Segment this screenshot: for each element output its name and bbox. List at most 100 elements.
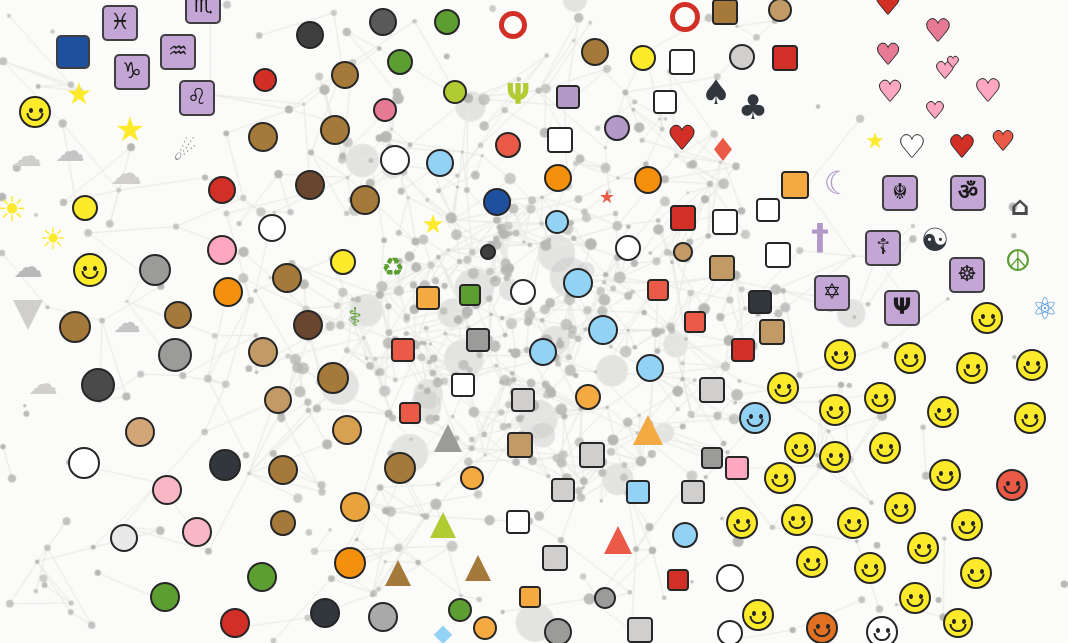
yawning-face-emoji[interactable] — [819, 441, 851, 473]
pink-heart-emoji[interactable]: ♥ — [877, 75, 903, 108]
soccer-ball-emoji[interactable] — [510, 279, 536, 305]
dog-emoji[interactable] — [334, 547, 366, 579]
angry-face-emoji[interactable] — [806, 612, 838, 643]
lying-face-emoji[interactable] — [907, 532, 939, 564]
synagogue-emoji[interactable] — [759, 319, 785, 345]
school-emoji[interactable] — [507, 432, 533, 458]
cold-face-emoji[interactable] — [739, 402, 771, 434]
zany-face-emoji[interactable] — [927, 396, 959, 428]
baby-chick-emoji[interactable] — [72, 195, 98, 221]
om-emoji[interactable]: ॐ — [950, 175, 986, 211]
hot-face-emoji[interactable] — [996, 469, 1028, 501]
water-buffalo-emoji[interactable] — [209, 449, 241, 481]
grasshopper-emoji[interactable] — [387, 49, 413, 75]
parrot-emoji[interactable] — [208, 176, 236, 204]
wheel-of-dharma-emoji[interactable]: ☸ — [949, 257, 985, 293]
partying-face-emoji[interactable] — [884, 492, 916, 524]
globe-europe-africa-emoji[interactable] — [563, 268, 593, 298]
tears-of-joy-face-emoji[interactable] — [819, 394, 851, 426]
sparkler-emoji[interactable]: ★ — [598, 187, 616, 208]
bison-emoji[interactable] — [293, 310, 323, 340]
milky-way-tile-emoji[interactable] — [56, 35, 90, 69]
hatching-chick-emoji[interactable] — [330, 249, 356, 275]
rooster-emoji[interactable] — [272, 263, 302, 293]
panda-emoji[interactable] — [68, 447, 100, 479]
hugging-face-emoji[interactable] — [1016, 349, 1048, 381]
volcano-emoji[interactable] — [465, 555, 491, 581]
sobbing-face-emoji[interactable] — [784, 432, 816, 464]
club-suit-emoji[interactable]: ♣ — [737, 88, 769, 128]
brick-emoji[interactable] — [667, 569, 689, 591]
beetle-emoji[interactable] — [434, 9, 460, 35]
small-heart-emoji[interactable]: ♥ — [946, 55, 960, 71]
two-hearts-emoji[interactable]: ♥ — [935, 59, 955, 84]
halo-face-emoji[interactable] — [824, 339, 856, 371]
money-mouth-face-emoji[interactable] — [854, 552, 886, 584]
atom-symbol-emoji[interactable]: ⚛ — [1031, 292, 1059, 327]
game-die-emoji[interactable] — [653, 90, 677, 114]
place-of-worship-emoji[interactable]: ⌂ — [1010, 192, 1030, 222]
star-emoji[interactable]: ★ — [114, 110, 146, 150]
heart-with-arrow-emoji[interactable]: ♥ — [974, 74, 1002, 109]
expressionless-face-emoji[interactable] — [929, 459, 961, 491]
smiling-face-with-hearts-emoji[interactable] — [764, 462, 796, 494]
pisces-emoji[interactable]: ♓ — [102, 5, 138, 41]
pig-emoji[interactable] — [152, 475, 182, 505]
heart-with-ribbon-emoji[interactable]: ♥ — [874, 0, 902, 22]
orthodox-cross-emoji[interactable]: ☦ — [865, 230, 901, 266]
wolf-emoji[interactable] — [544, 618, 572, 643]
tokyo-tower-emoji[interactable] — [604, 526, 632, 554]
melting-face-emoji[interactable] — [943, 608, 973, 638]
houses-emoji[interactable] — [647, 279, 669, 301]
snow-capped-mountain-emoji[interactable] — [434, 424, 462, 452]
star-struck-face-emoji[interactable] — [894, 342, 926, 374]
hedgehog-emoji[interactable] — [270, 510, 296, 536]
kaaba-emoji[interactable] — [748, 290, 772, 314]
church-emoji[interactable] — [765, 242, 791, 268]
turkey-emoji[interactable] — [320, 115, 350, 145]
cat-emoji[interactable] — [213, 277, 243, 307]
winking-face-emoji[interactable] — [956, 352, 988, 384]
clown-face-emoji[interactable] — [866, 616, 898, 643]
basketball-emoji[interactable] — [634, 166, 662, 194]
kissing-heart-face-emoji[interactable] — [1014, 402, 1046, 434]
eagle-emoji[interactable] — [350, 185, 380, 215]
wind-face-emoji[interactable]: ☁ — [55, 134, 85, 169]
cloud-with-rain-emoji[interactable]: ☁ — [113, 306, 141, 339]
heart-exclamation-emoji[interactable]: ♥ — [925, 99, 945, 124]
performing-arts-emoji[interactable] — [729, 44, 755, 70]
leopard-emoji[interactable] — [340, 492, 370, 522]
worm-emoji[interactable] — [373, 98, 397, 122]
trophy-emoji[interactable] — [630, 45, 656, 71]
chicken-emoji[interactable] — [380, 145, 410, 175]
caduceus-emoji[interactable]: ⚕ — [347, 303, 363, 333]
turtle-emoji[interactable] — [247, 562, 277, 592]
office-building-2-emoji[interactable] — [701, 447, 723, 469]
recycling-emoji[interactable]: ♻ — [381, 253, 405, 283]
red-heart-emoji[interactable]: ♥ — [948, 130, 976, 165]
flower-playing-cards-emoji[interactable] — [772, 45, 798, 71]
zipper-mouth-face-emoji[interactable] — [899, 582, 931, 614]
house-emoji[interactable] — [684, 311, 706, 333]
beginner-emoji[interactable] — [459, 284, 481, 306]
heart-on-fire-emoji[interactable]: ♥ — [991, 127, 1015, 157]
dolphin-emoji[interactable] — [368, 602, 398, 632]
church-outline-emoji[interactable] — [756, 198, 780, 222]
compass-emoji[interactable] — [575, 384, 601, 410]
milky-way-emoji[interactable] — [483, 188, 511, 216]
owl-emoji[interactable] — [295, 170, 325, 200]
upside-down-face-emoji[interactable] — [960, 557, 992, 589]
cookie-emoji[interactable] — [768, 0, 792, 22]
globe-asia-australia-emoji[interactable] — [529, 338, 557, 366]
relieved-face-emoji[interactable] — [781, 504, 813, 536]
caterpillar-emoji[interactable] — [443, 80, 467, 104]
sunglasses-emoji[interactable] — [480, 244, 496, 260]
menorah-emoji[interactable]: Ψ — [884, 290, 920, 326]
post-office-emoji[interactable] — [511, 388, 535, 412]
deer-emoji[interactable] — [384, 452, 416, 484]
dodo-emoji[interactable] — [426, 149, 454, 177]
scorpio-emoji[interactable]: ♏ — [185, 0, 221, 24]
slug-emoji[interactable] — [594, 587, 616, 609]
aquarius-emoji[interactable]: ♒ — [160, 34, 196, 70]
nest-with-eggs-emoji[interactable] — [164, 301, 192, 329]
